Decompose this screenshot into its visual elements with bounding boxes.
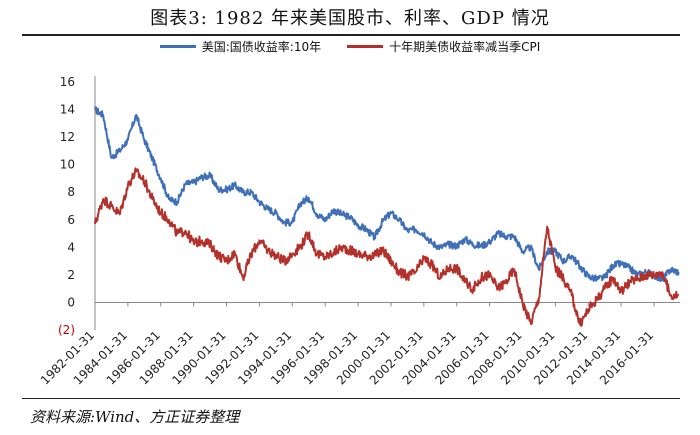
y-tick-label: 2 [67,268,75,282]
y-tick-label: 6 [67,213,75,227]
y-tick-label: 14 [60,103,75,117]
title-rule [22,34,680,36]
legend-item-real-yield: 十年期美债收益率减当季CPI [347,38,540,55]
y-tick-label: 4 [67,240,75,254]
y-tick-label: 8 [67,185,75,199]
figure-source: 资料来源:Wind、方正证券整理 [30,408,240,426]
y-tick-label-negative: (2) [58,323,75,337]
y-tick-label: 10 [60,158,75,172]
y-tick-label: 0 [67,295,75,309]
y-tick-label: 16 [60,75,75,89]
legend-label-real-yield: 十年期美债收益率减当季CPI [389,40,541,54]
legend-swatch-us-10y [159,45,196,48]
legend-item-us-10y: 美国:国债收益率:10年 [159,38,322,55]
y-tick-label: 12 [60,130,75,144]
legend-label-us-10y: 美国:国债收益率:10年 [201,40,322,54]
series-line-real-yield [94,167,680,327]
chart-legend: 美国:国债收益率:10年 十年期美债收益率减当季CPI [0,38,700,55]
source-rule [22,398,680,399]
legend-swatch-real-yield [347,45,384,48]
series-line-us-10y [94,106,680,283]
figure-title: 图表3: 1982 年来美国股市、利率、GDP 情况 [150,8,550,29]
